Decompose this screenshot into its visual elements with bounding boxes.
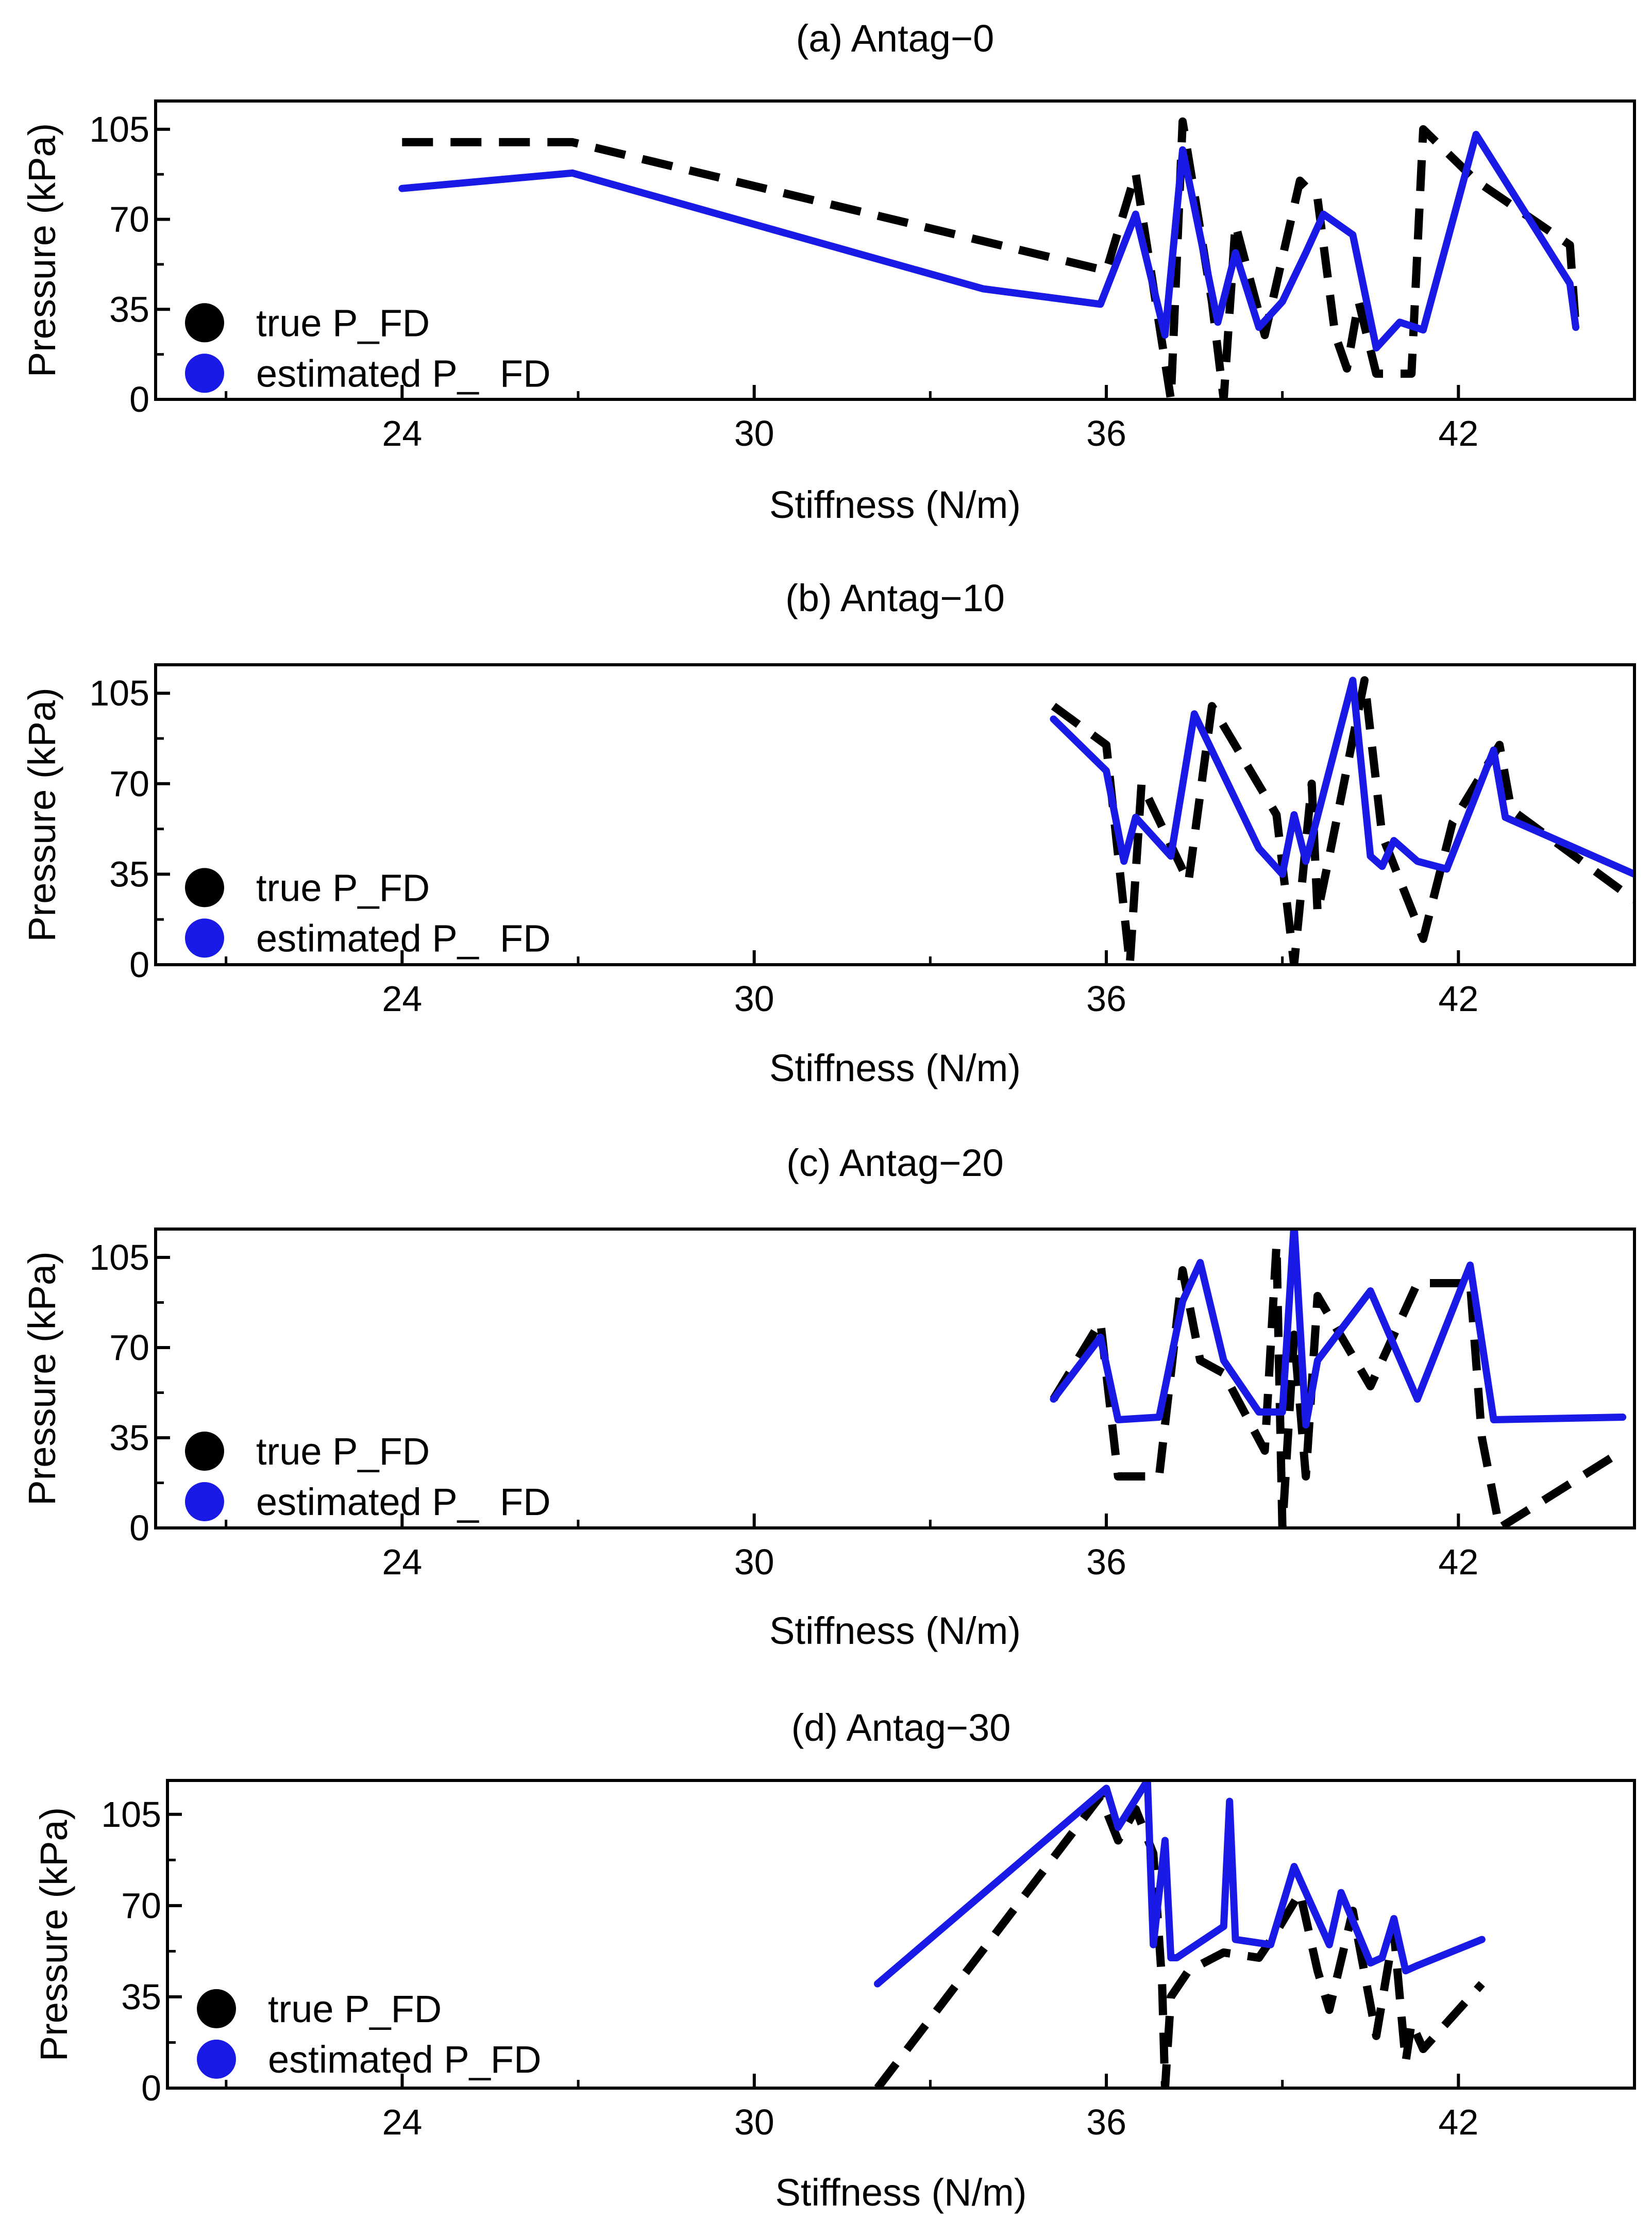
y-tick-label: 105	[89, 673, 149, 713]
y-axis-label: Pressure (kPa)	[21, 123, 63, 377]
chart-title: (b) Antag−10	[785, 577, 1005, 619]
x-tick-label: 24	[382, 979, 422, 1019]
x-axis-label: Stiffness (N/m)	[769, 1609, 1021, 1652]
series-line-estimated	[873, 1780, 1486, 1988]
legend-marker-true	[185, 868, 224, 907]
series-line-true	[1051, 676, 1634, 965]
chart-title: (c) Antag−20	[786, 1141, 1004, 1184]
x-tick-label: 36	[1086, 1542, 1126, 1582]
chart-title: (d) Antag−30	[791, 1706, 1011, 1749]
x-tick-label: 24	[382, 2102, 423, 2142]
y-tick-label: 70	[109, 199, 149, 240]
y-tick-label: 0	[129, 1508, 149, 1548]
series-line-true	[402, 117, 1580, 399]
plot-frame	[154, 1228, 1636, 1529]
legend: true P_FD estimated P_ FD	[185, 1430, 551, 1523]
y-tick-label: 70	[109, 764, 149, 804]
legend-marker-estimated	[185, 1482, 224, 1521]
x-axis-label: Stiffness (N/m)	[769, 1047, 1021, 1089]
plot-frame	[166, 1779, 1636, 2090]
y-tick-label: 35	[121, 1977, 161, 2017]
legend-label-true: true P_FD	[256, 301, 430, 344]
legend: true P_FD estimated P_ FD	[185, 301, 551, 395]
chart-title: (a) Antag−0	[796, 17, 994, 60]
y-axis-label: Pressure (kPa)	[21, 687, 63, 942]
legend-label-estimated: estimated P_ FD	[256, 352, 551, 395]
x-tick-label: 24	[382, 413, 422, 453]
x-axis-label: Stiffness (N/m)	[776, 2171, 1027, 2214]
chart-panel-3: (c) Antag−20 24 30 36 42 0 35 70 105 Stiffness (N…	[21, 1141, 1636, 1652]
y-tick-label: 35	[109, 1418, 149, 1458]
x-tick-label: 24	[382, 1542, 422, 1582]
x-tick-label: 30	[734, 413, 774, 453]
plot-frame	[154, 99, 1636, 401]
y-tick-label: 0	[141, 2068, 161, 2108]
series-line-estimated	[1050, 677, 1634, 878]
legend-marker-estimated	[197, 2039, 236, 2079]
y-tick-label: 35	[109, 854, 149, 894]
legend: true P_FD estimated P_ FD	[185, 866, 551, 960]
plot-frame	[154, 663, 1636, 966]
legend-marker-true	[185, 1432, 224, 1471]
legend-marker-estimated	[185, 918, 224, 958]
figure-panels: (a) Antag−0 24 30 36 42 0 35 70 105 Stiffness (N/…	[21, 17, 1636, 2214]
legend-marker-estimated	[185, 354, 224, 393]
legend-label-true: true P_FD	[268, 1988, 442, 2030]
legend: true P_FD estimated P_FD	[197, 1988, 542, 2081]
series-line-estimated	[398, 130, 1580, 352]
legend-marker-true	[185, 303, 224, 343]
y-tick-label: 0	[129, 379, 149, 419]
y-tick-label: 70	[109, 1327, 149, 1368]
x-tick-label: 30	[734, 2102, 774, 2142]
y-tick-label: 70	[121, 1886, 161, 1926]
legend-label-estimated: estimated P_ FD	[256, 1481, 551, 1523]
y-tick-label: 0	[129, 945, 149, 985]
x-tick-label: 30	[734, 979, 774, 1019]
y-axis-label: Pressure (kPa)	[32, 1807, 75, 2061]
x-tick-label: 36	[1086, 979, 1126, 1019]
x-tick-label: 36	[1086, 413, 1126, 453]
y-axis-label: Pressure (kPa)	[21, 1251, 63, 1505]
y-tick-label: 105	[89, 109, 149, 149]
series-line-true	[874, 1792, 1485, 2088]
chart-panel-2: (b) Antag−10 24 30 36 42 0 35 70 105 Stiffness (N…	[21, 577, 1636, 1089]
x-tick-label: 42	[1438, 1542, 1478, 1582]
legend-label-true: true P_FD	[256, 866, 430, 909]
legend-label-estimated: estimated P_FD	[268, 2038, 542, 2081]
chart-panel-4: (d) Antag−30 24 30 36 42 0 35 70 105 Stiffness (N…	[32, 1706, 1636, 2214]
series-line-true	[1050, 1240, 1625, 1528]
legend-label-true: true P_FD	[256, 1430, 430, 1473]
x-tick-label: 42	[1438, 2102, 1478, 2142]
y-tick-label: 105	[101, 1794, 161, 1835]
x-tick-label: 36	[1086, 2102, 1126, 2142]
y-tick-label: 105	[89, 1237, 149, 1277]
x-tick-label: 42	[1438, 413, 1478, 453]
series-line-estimated	[1050, 1229, 1627, 1428]
x-axis-label: Stiffness (N/m)	[769, 483, 1021, 526]
x-tick-label: 42	[1438, 979, 1478, 1019]
x-tick-label: 30	[734, 1542, 774, 1582]
legend-label-estimated: estimated P_ FD	[256, 917, 551, 960]
y-tick-label: 35	[109, 289, 149, 329]
legend-marker-true	[197, 1989, 236, 2028]
chart-panel-1: (a) Antag−0 24 30 36 42 0 35 70 105 Stiffness (N/…	[21, 17, 1636, 526]
